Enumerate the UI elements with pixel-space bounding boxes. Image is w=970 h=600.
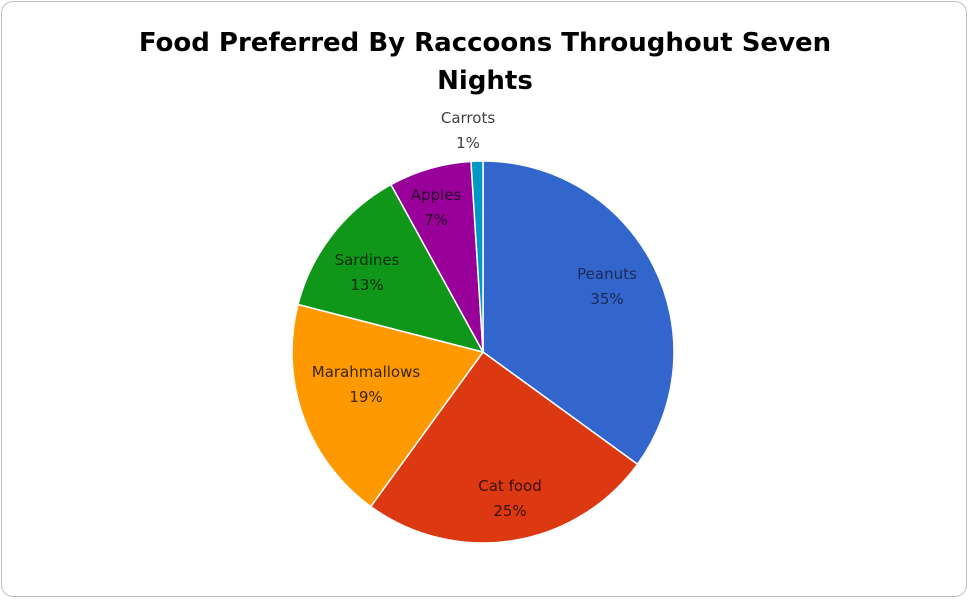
pie-slice-carrots [470,160,484,353]
slice-label-sardines: Sardines [335,251,400,269]
slice-value-marahmallows: 19% [349,388,382,406]
pie-slice-cat-food [369,350,639,544]
slice-label-peanuts: Peanuts [577,265,637,283]
slice-label-apples: Apples [411,186,462,204]
chart-title-line-1: Food Preferred By Raccoons Throughout Se… [138,28,832,58]
slice-value-peanuts: 35% [590,290,623,308]
chart-title: Food Preferred By Raccoons Throughout Se… [0,24,970,100]
slice-value-apples: 7% [424,211,448,229]
slice-value-sardines: 13% [350,276,383,294]
slice-label-carrots: Carrots [441,109,495,127]
pie-slice-sardines [297,183,485,354]
slice-value-cat-food: 25% [493,502,526,520]
slice-label-cat-food: Cat food [478,477,541,495]
slice-value-carrots: 1% [456,134,480,152]
chart-title-line-2: Nights [437,66,533,96]
slice-label-marahmallows: Marahmallows [312,363,421,381]
pie-slice-peanuts [482,160,675,466]
pie-slice-marahmallows [291,303,485,508]
